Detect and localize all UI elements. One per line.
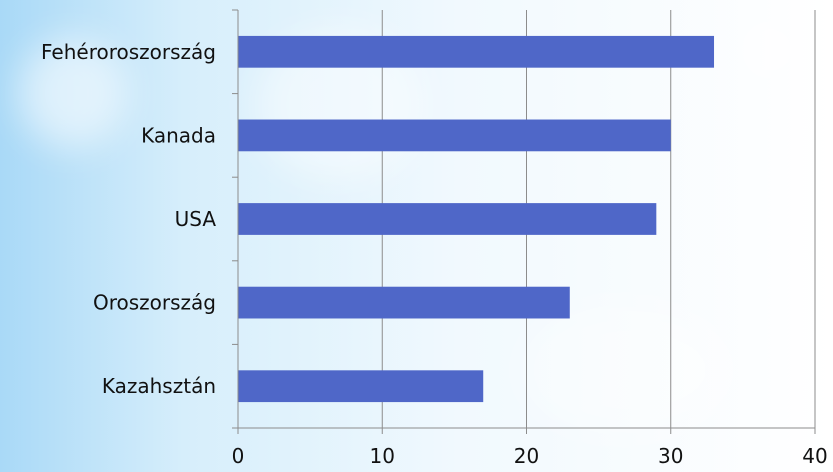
category-label: USA — [175, 207, 217, 231]
x-tick-label-10: 10 — [370, 444, 395, 468]
category-label: Kazahsztán — [102, 374, 216, 398]
bar-oroszország — [238, 286, 570, 319]
bar-kazahsztán — [238, 370, 484, 403]
category-label: Fehéroroszország — [41, 40, 216, 64]
x-tick-label-30: 30 — [658, 444, 683, 468]
bars — [238, 35, 715, 403]
x-tick-label-0: 0 — [232, 444, 245, 468]
bar-fehéroroszország — [238, 35, 715, 68]
x-tick-label-40: 40 — [802, 444, 827, 468]
bar-kanada — [238, 119, 671, 152]
bar-usa — [238, 203, 657, 235]
labels: 0 10 20 30 40 Fehéroroszország Kanada USA Oroszo… — [41, 40, 828, 468]
axes — [232, 9, 816, 434]
x-tick-label-20: 20 — [514, 444, 539, 468]
category-label: Oroszország — [93, 291, 216, 315]
category-label: Kanada — [141, 123, 216, 147]
